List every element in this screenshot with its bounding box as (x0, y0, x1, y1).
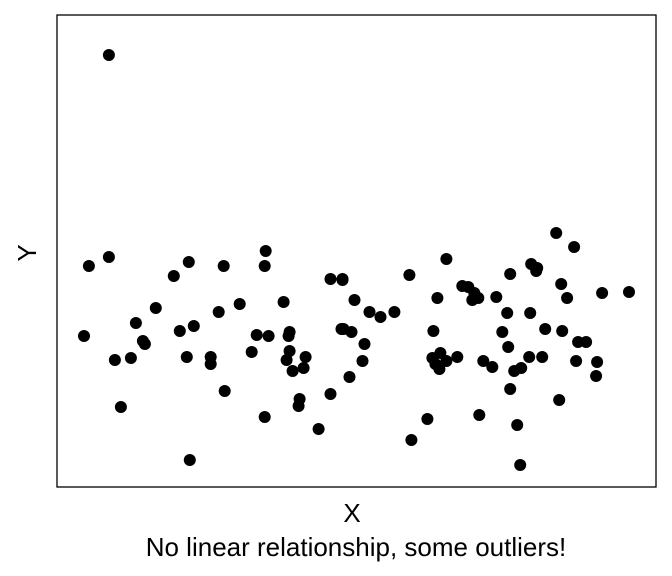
data-point-102 (596, 287, 609, 299)
data-point-83 (515, 362, 528, 374)
y-axis-label: Y (12, 244, 42, 261)
data-point-5 (114, 401, 127, 413)
data-point-70 (473, 409, 486, 421)
points-layer (78, 49, 635, 471)
data-point-33 (280, 354, 293, 366)
data-point-90 (539, 323, 552, 335)
data-point-40 (324, 388, 337, 400)
data-point-65 (451, 351, 464, 363)
data-point-72 (486, 361, 499, 373)
data-point-4 (108, 354, 121, 366)
data-point-103 (623, 286, 635, 298)
data-point-36 (293, 393, 306, 405)
data-point-23 (245, 346, 258, 358)
data-point-96 (568, 241, 581, 253)
data-point-25 (258, 411, 271, 423)
data-point-9 (138, 338, 151, 350)
data-point-86 (523, 351, 536, 363)
data-point-20 (217, 260, 230, 272)
data-point-12 (173, 325, 186, 337)
data-point-62 (440, 355, 453, 367)
data-point-41 (324, 273, 337, 285)
data-point-21 (218, 385, 231, 397)
data-point-55 (405, 434, 418, 446)
data-point-58 (427, 325, 440, 337)
data-point-82 (514, 459, 527, 471)
data-point-19 (212, 306, 225, 318)
data-point-29 (277, 296, 290, 308)
data-point-52 (374, 311, 387, 323)
data-point-81 (511, 419, 524, 431)
data-point-54 (403, 269, 416, 281)
data-point-13 (180, 351, 193, 363)
data-point-6 (124, 352, 137, 364)
plot-frame (56, 14, 657, 488)
data-point-46 (343, 371, 356, 383)
data-point-44 (336, 274, 349, 286)
data-point-53 (388, 306, 401, 318)
data-point-15 (183, 454, 196, 466)
data-point-71 (472, 292, 485, 304)
data-point-94 (556, 325, 569, 337)
data-point-101 (590, 370, 603, 382)
data-point-99 (580, 336, 593, 348)
data-point-49 (356, 355, 369, 367)
data-point-18 (204, 358, 217, 370)
data-point-76 (501, 307, 514, 319)
data-point-97 (570, 355, 583, 367)
data-point-37 (297, 362, 310, 374)
data-point-93 (555, 278, 568, 290)
data-point-7 (129, 317, 142, 329)
data-point-34 (286, 365, 299, 377)
data-point-63 (433, 363, 446, 375)
data-point-100 (591, 356, 604, 368)
data-point-56 (421, 413, 434, 425)
data-point-64 (440, 253, 453, 265)
data-point-89 (536, 351, 549, 363)
data-point-60 (431, 292, 444, 304)
data-point-51 (363, 306, 376, 318)
data-point-95 (561, 292, 574, 304)
data-point-84 (524, 307, 537, 319)
data-point-75 (496, 326, 509, 338)
data-point-27 (259, 245, 272, 257)
data-point-50 (358, 338, 371, 350)
data-point-0 (102, 49, 115, 61)
data-point-2 (82, 260, 95, 272)
data-point-10 (149, 302, 162, 314)
data-point-73 (477, 355, 490, 367)
data-point-78 (504, 268, 517, 280)
data-point-3 (102, 251, 115, 263)
data-point-28 (262, 330, 275, 342)
data-point-39 (312, 423, 325, 435)
data-point-92 (553, 394, 566, 406)
data-point-22 (233, 298, 246, 310)
data-point-24 (250, 329, 263, 341)
data-point-14 (182, 256, 195, 268)
data-point-74 (490, 291, 503, 303)
data-point-47 (348, 294, 361, 306)
data-point-11 (167, 270, 180, 282)
data-point-31 (283, 326, 296, 338)
data-point-16 (187, 320, 200, 332)
data-point-79 (504, 383, 517, 395)
data-point-38 (299, 351, 312, 363)
data-point-1 (78, 330, 90, 342)
data-point-26 (258, 260, 271, 272)
x-axis-label: X (343, 498, 360, 528)
data-point-48 (345, 326, 358, 338)
data-point-91 (550, 227, 563, 239)
data-point-88 (531, 262, 544, 274)
chart-caption: No linear relationship, some outliers! (146, 532, 567, 562)
data-point-77 (502, 341, 515, 353)
